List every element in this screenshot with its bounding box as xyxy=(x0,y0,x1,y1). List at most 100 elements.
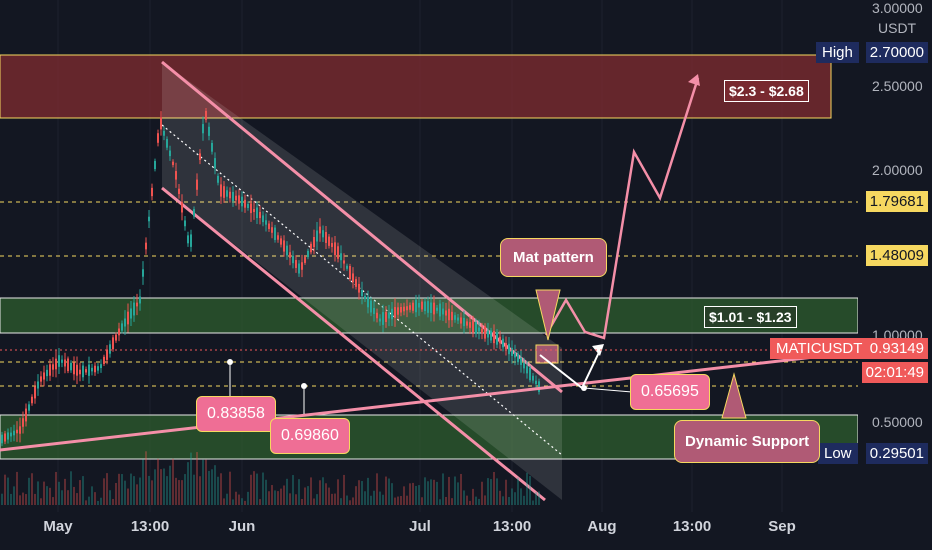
candle-body-27 xyxy=(82,365,84,378)
candle-body-105 xyxy=(316,230,318,242)
candle-body-48 xyxy=(145,242,147,250)
candle-body-21 xyxy=(64,359,66,367)
high-value-tag: 2.70000 xyxy=(865,42,928,63)
candle-body-5 xyxy=(16,429,18,434)
mat-pattern-note: Mat pattern xyxy=(500,238,607,277)
volume-bar-117 xyxy=(352,497,354,505)
volume-bar-167 xyxy=(502,496,504,505)
volume-bar-168 xyxy=(505,479,507,505)
dynamic-support-pointer xyxy=(721,372,747,419)
candle-body-92 xyxy=(277,235,279,240)
volume-bar-48 xyxy=(145,451,147,505)
candle-body-56 xyxy=(169,150,171,157)
volume-bar-66 xyxy=(199,476,201,505)
volume-bar-58 xyxy=(175,477,177,505)
candle-body-135 xyxy=(406,306,408,311)
candle-body-138 xyxy=(415,299,417,313)
volume-bar-81 xyxy=(244,500,246,505)
candle-body-44 xyxy=(133,302,135,316)
candle-body-75 xyxy=(226,190,228,197)
volume-bar-45 xyxy=(136,484,138,505)
candle-body-3 xyxy=(10,432,12,437)
candle-body-169 xyxy=(508,343,510,355)
volume-bar-0 xyxy=(1,493,3,505)
volume-bar-82 xyxy=(247,491,249,505)
candle-body-12 xyxy=(37,381,39,389)
volume-bars xyxy=(1,451,540,505)
candle-body-42 xyxy=(127,311,129,325)
candle-body-31 xyxy=(94,365,96,373)
volume-bar-112 xyxy=(337,479,339,505)
volume-bar-19 xyxy=(58,481,60,505)
volume-bar-124 xyxy=(373,490,375,505)
volume-bar-146 xyxy=(439,499,441,505)
candle-body-79 xyxy=(238,195,240,204)
volume-bar-65 xyxy=(196,452,198,505)
candle-body-156 xyxy=(469,322,471,328)
candle-body-102 xyxy=(307,250,309,258)
candle-body-57 xyxy=(172,161,174,165)
volume-bar-28 xyxy=(85,500,87,505)
candle-body-22 xyxy=(67,358,69,372)
candle-body-143 xyxy=(430,302,432,314)
candle-body-121 xyxy=(364,295,366,300)
candle-body-54 xyxy=(163,130,165,136)
candle-body-19 xyxy=(58,355,60,367)
candle-body-88 xyxy=(265,220,267,225)
candle-body-139 xyxy=(418,303,420,308)
candle-body-158 xyxy=(475,322,477,334)
volume-bar-110 xyxy=(331,493,333,505)
volume-bar-40 xyxy=(121,474,123,505)
volume-bar-47 xyxy=(142,459,144,505)
volume-bar-32 xyxy=(97,500,99,505)
volume-bar-101 xyxy=(304,487,306,505)
volume-bar-72 xyxy=(217,476,219,505)
candle-body-11 xyxy=(34,386,36,399)
volume-bar-122 xyxy=(367,477,369,505)
volume-bar-53 xyxy=(160,469,162,505)
candle-body-157 xyxy=(472,320,474,333)
candle-body-6 xyxy=(19,426,21,434)
volume-bar-38 xyxy=(115,482,117,505)
candle-body-68 xyxy=(205,110,207,120)
volume-bar-5 xyxy=(16,471,18,505)
volume-bar-13 xyxy=(40,498,42,505)
dynamic-support-line xyxy=(0,350,859,452)
candle-body-113 xyxy=(340,253,342,261)
candle-body-65 xyxy=(196,179,198,190)
volume-bar-113 xyxy=(340,498,342,505)
time-axis[interactable]: May 13:00 Jun Jul 13:00 Aug 13:00 Sep xyxy=(0,512,858,550)
candle-body-115 xyxy=(346,265,348,269)
candle-body-164 xyxy=(493,330,495,344)
candle-body-61 xyxy=(184,220,186,227)
time-tick-jun: Jun xyxy=(228,518,256,535)
candle-body-128 xyxy=(385,311,387,323)
volume-bar-158 xyxy=(475,496,477,505)
candle-body-0 xyxy=(1,434,3,444)
volume-bar-161 xyxy=(484,495,486,505)
volume-bar-16 xyxy=(49,487,51,505)
volume-bar-80 xyxy=(241,498,243,505)
volume-bar-102 xyxy=(307,486,309,505)
candle-body-82 xyxy=(247,204,249,208)
volume-bar-71 xyxy=(214,465,216,505)
candle-body-34 xyxy=(103,356,105,364)
volume-bar-154 xyxy=(463,490,465,505)
volume-bar-177 xyxy=(532,500,534,505)
volume-bar-20 xyxy=(61,490,63,505)
candle-body-178 xyxy=(535,380,537,385)
quote-currency: USDT xyxy=(878,20,917,36)
candle-body-7 xyxy=(22,418,24,427)
high-label-tag: High xyxy=(816,42,859,63)
candle-body-90 xyxy=(271,227,273,233)
volume-bar-73 xyxy=(220,473,222,505)
time-tick-aug: Aug xyxy=(587,518,617,535)
volume-bar-160 xyxy=(481,481,483,505)
volume-bar-17 xyxy=(52,497,54,505)
volume-bar-41 xyxy=(124,480,126,505)
callout-3-pointer xyxy=(583,387,633,393)
volume-bar-35 xyxy=(106,473,108,505)
volume-bar-22 xyxy=(67,490,69,505)
channel-mid-line xyxy=(161,124,563,456)
candle-body-122 xyxy=(367,296,369,308)
